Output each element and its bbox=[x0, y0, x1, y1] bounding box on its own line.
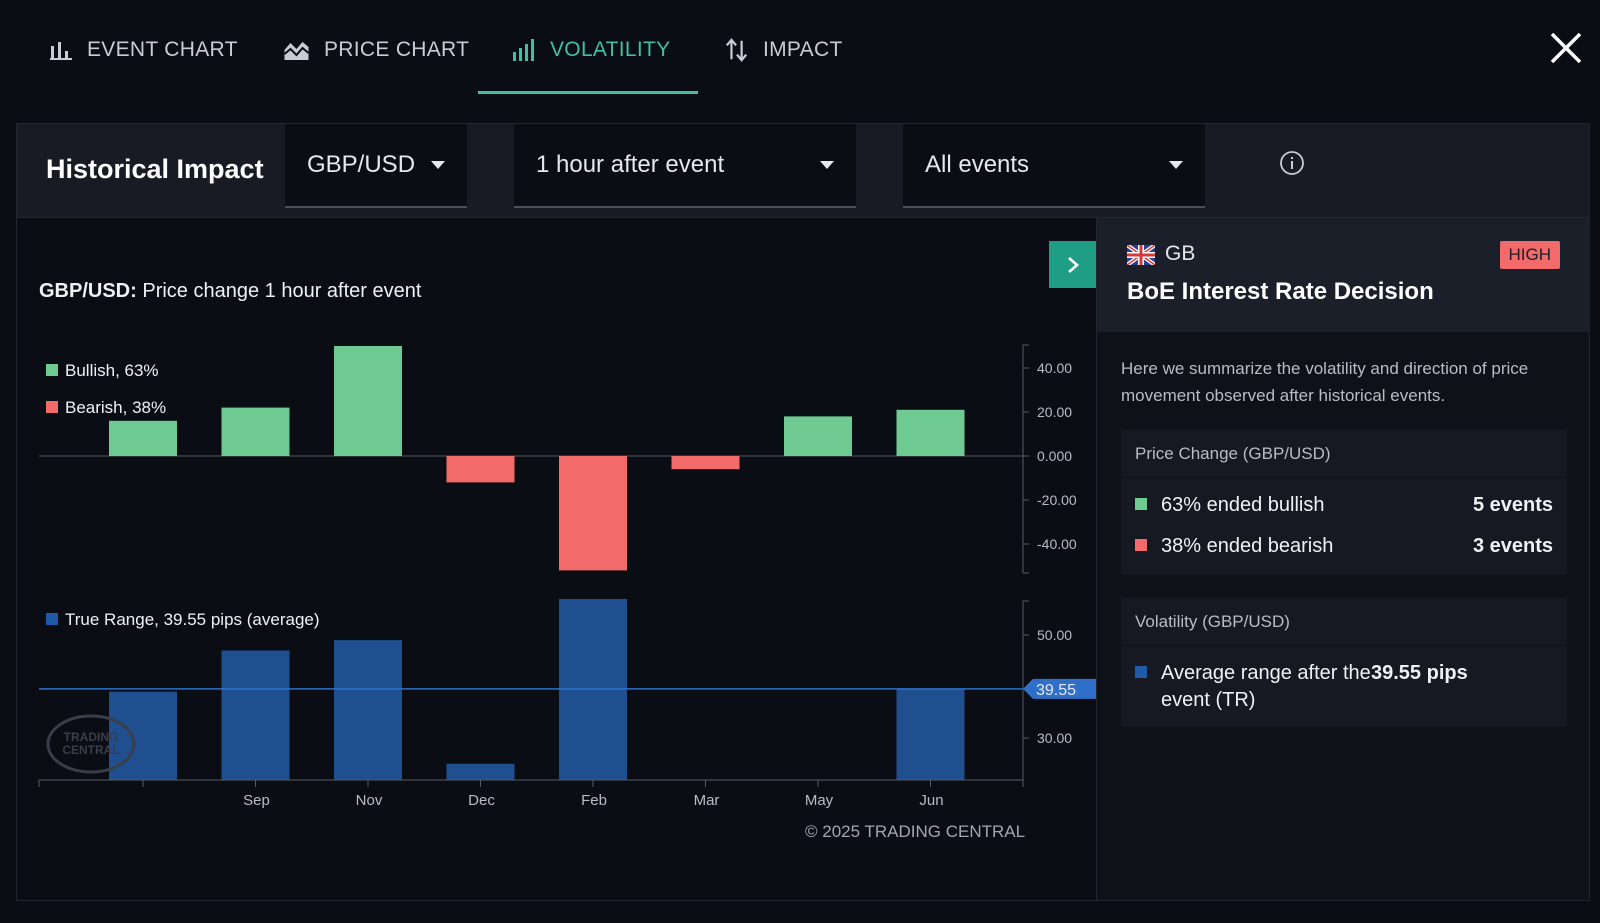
legend-label: True Range, 39.55 pips (average) bbox=[65, 610, 320, 629]
chart-title-text: Price change 1 hour after event bbox=[136, 280, 422, 302]
pair-dropdown[interactable]: GBP/USD bbox=[285, 124, 467, 208]
legend-swatch bbox=[46, 613, 58, 625]
info-icon[interactable] bbox=[1279, 150, 1305, 176]
true-range-legend-square bbox=[1135, 666, 1147, 678]
tab-label: EVENT CHART bbox=[87, 38, 238, 61]
expand-side-panel-button[interactable] bbox=[1049, 241, 1096, 288]
price-y-tick-label: 20.00 bbox=[1037, 404, 1072, 420]
volatility-icon bbox=[513, 39, 534, 61]
watermark-logo bbox=[46, 714, 136, 774]
event-title: BoE Interest Rate Decision bbox=[1127, 278, 1434, 305]
pair-value: GBP/USD bbox=[307, 151, 416, 178]
chart-title: GBP/USD: Price change 1 hour after event bbox=[39, 280, 421, 303]
chevron-down-icon bbox=[1169, 161, 1183, 169]
tab-label: VOLATILITY bbox=[550, 38, 671, 61]
bullish-bar bbox=[109, 420, 177, 456]
watermark-text-1: TRADING bbox=[64, 730, 119, 744]
bullish-row: 63% ended bullish 5 events bbox=[1121, 478, 1567, 519]
side-description: Here we summarize the volatility and dir… bbox=[1121, 359, 1529, 405]
bullish-bar bbox=[221, 407, 290, 456]
timeframe-dropdown[interactable]: 1 hour after event bbox=[514, 124, 856, 208]
price-y-tick-label: 40.00 bbox=[1037, 360, 1072, 376]
uk-flag-icon bbox=[1127, 245, 1155, 265]
event-header: GB HIGH BoE Interest Rate Decision bbox=[1097, 218, 1590, 332]
bar-chart-icon bbox=[50, 42, 72, 60]
range-y-tick-label: 50.00 bbox=[1037, 627, 1072, 643]
tab-event-chart[interactable]: EVENT CHART bbox=[49, 38, 238, 94]
bearish-row: 38% ended bearish 3 events bbox=[1121, 519, 1567, 560]
average-range-value: 39.55 pips bbox=[1371, 662, 1468, 684]
chevron-right-icon bbox=[1067, 256, 1079, 273]
tab-bar: EVENT CHART PRICE CHART VOLATILITY IMPAC… bbox=[0, 0, 1600, 94]
tab-price-chart[interactable]: PRICE CHART bbox=[283, 38, 469, 94]
bullish-legend-square bbox=[1135, 498, 1147, 510]
true-range-bar bbox=[334, 640, 402, 780]
chart-title-pair: GBP/USD: bbox=[39, 280, 137, 302]
x-tick-label: Nov bbox=[356, 792, 383, 809]
legend-swatch bbox=[46, 401, 58, 413]
country-code: GB bbox=[1165, 242, 1196, 265]
bullish-bar bbox=[896, 409, 965, 456]
historical-impact-panel: Historical Impact GBP/USD 1 hour after e… bbox=[16, 123, 1590, 901]
true-range-bar bbox=[896, 689, 965, 780]
chevron-down-icon bbox=[820, 161, 834, 169]
chart-area: GBP/USD: Price change 1 hour after event… bbox=[17, 218, 1096, 900]
area-chart-icon bbox=[283, 42, 310, 60]
bullish-bar bbox=[784, 416, 852, 456]
volatility-card: Volatility (GBP/USD) Average range after… bbox=[1121, 598, 1567, 727]
x-tick-label: May bbox=[805, 792, 834, 809]
x-tick-label: Mar bbox=[694, 792, 720, 809]
chevron-down-icon bbox=[431, 161, 445, 169]
tab-volatility[interactable]: VOLATILITY bbox=[478, 38, 699, 94]
impact-badge: HIGH bbox=[1499, 241, 1560, 269]
active-tab-indicator bbox=[478, 91, 699, 94]
bearish-count: 3 events bbox=[1472, 535, 1553, 557]
average-marker-label: 39.55 bbox=[1036, 682, 1076, 699]
x-tick-label: Sep bbox=[243, 792, 270, 809]
toolbar: Historical Impact GBP/USD 1 hour after e… bbox=[17, 124, 1589, 218]
bearish-label: 38% ended bearish bbox=[1161, 535, 1334, 557]
price-change-card: Price Change (GBP/USD) 63% ended bullish… bbox=[1121, 430, 1567, 575]
x-tick-label: Dec bbox=[468, 792, 495, 809]
average-range-label: Average range after the event (TR) bbox=[1161, 662, 1371, 711]
bearish-legend-square bbox=[1135, 539, 1147, 551]
tab-label: PRICE CHART bbox=[324, 38, 470, 61]
average-marker bbox=[1023, 678, 1096, 699]
event-filter-dropdown[interactable]: All events bbox=[903, 124, 1205, 208]
price-change-header: Price Change (GBP/USD) bbox=[1121, 430, 1567, 478]
bullish-bar bbox=[334, 346, 402, 456]
x-tick-label: Feb bbox=[581, 792, 607, 809]
price-y-tick-label: -20.00 bbox=[1037, 492, 1077, 508]
x-tick-label: Jun bbox=[919, 792, 943, 809]
price-y-tick-label: -40.00 bbox=[1037, 536, 1077, 552]
tab-label: IMPACT bbox=[763, 38, 843, 61]
legend-label: Bullish, 63% bbox=[65, 361, 159, 380]
bullish-count: 5 events bbox=[1472, 494, 1553, 516]
timeframe-value: 1 hour after event bbox=[536, 151, 725, 178]
bearish-bar bbox=[671, 456, 740, 470]
legend-label: Bearish, 38% bbox=[65, 398, 166, 417]
copyright: © 2025 TRADING CENTRAL bbox=[805, 822, 1026, 841]
bullish-label: 63% ended bullish bbox=[1161, 494, 1325, 516]
watermark-text-2: CENTRAL bbox=[62, 743, 119, 757]
average-range-row: Average range after the event (TR) 39.55… bbox=[1121, 646, 1567, 714]
legend-swatch bbox=[46, 364, 58, 376]
range-y-tick-label: 30.00 bbox=[1037, 730, 1072, 746]
filter-value: All events bbox=[925, 151, 1030, 178]
volatility-header: Volatility (GBP/USD) bbox=[1121, 598, 1567, 646]
volatility-chart: 40.00 20.00 0.000 -20.00 -40.00 Bullish, 63% B… bbox=[38, 344, 1096, 809]
true-range-bar bbox=[221, 650, 290, 780]
panel-title: Historical Impact bbox=[46, 154, 264, 184]
bearish-bar bbox=[446, 456, 515, 483]
price-y-tick-label: 0.000 bbox=[1037, 448, 1072, 464]
up-down-arrows-icon bbox=[725, 38, 748, 62]
tab-impact[interactable]: IMPACT bbox=[725, 38, 843, 94]
bearish-bar bbox=[559, 456, 627, 571]
event-side-panel: GB HIGH BoE Interest Rate Decision Here … bbox=[1096, 218, 1590, 900]
close-icon[interactable] bbox=[1548, 30, 1584, 66]
true-range-bar bbox=[446, 763, 515, 780]
